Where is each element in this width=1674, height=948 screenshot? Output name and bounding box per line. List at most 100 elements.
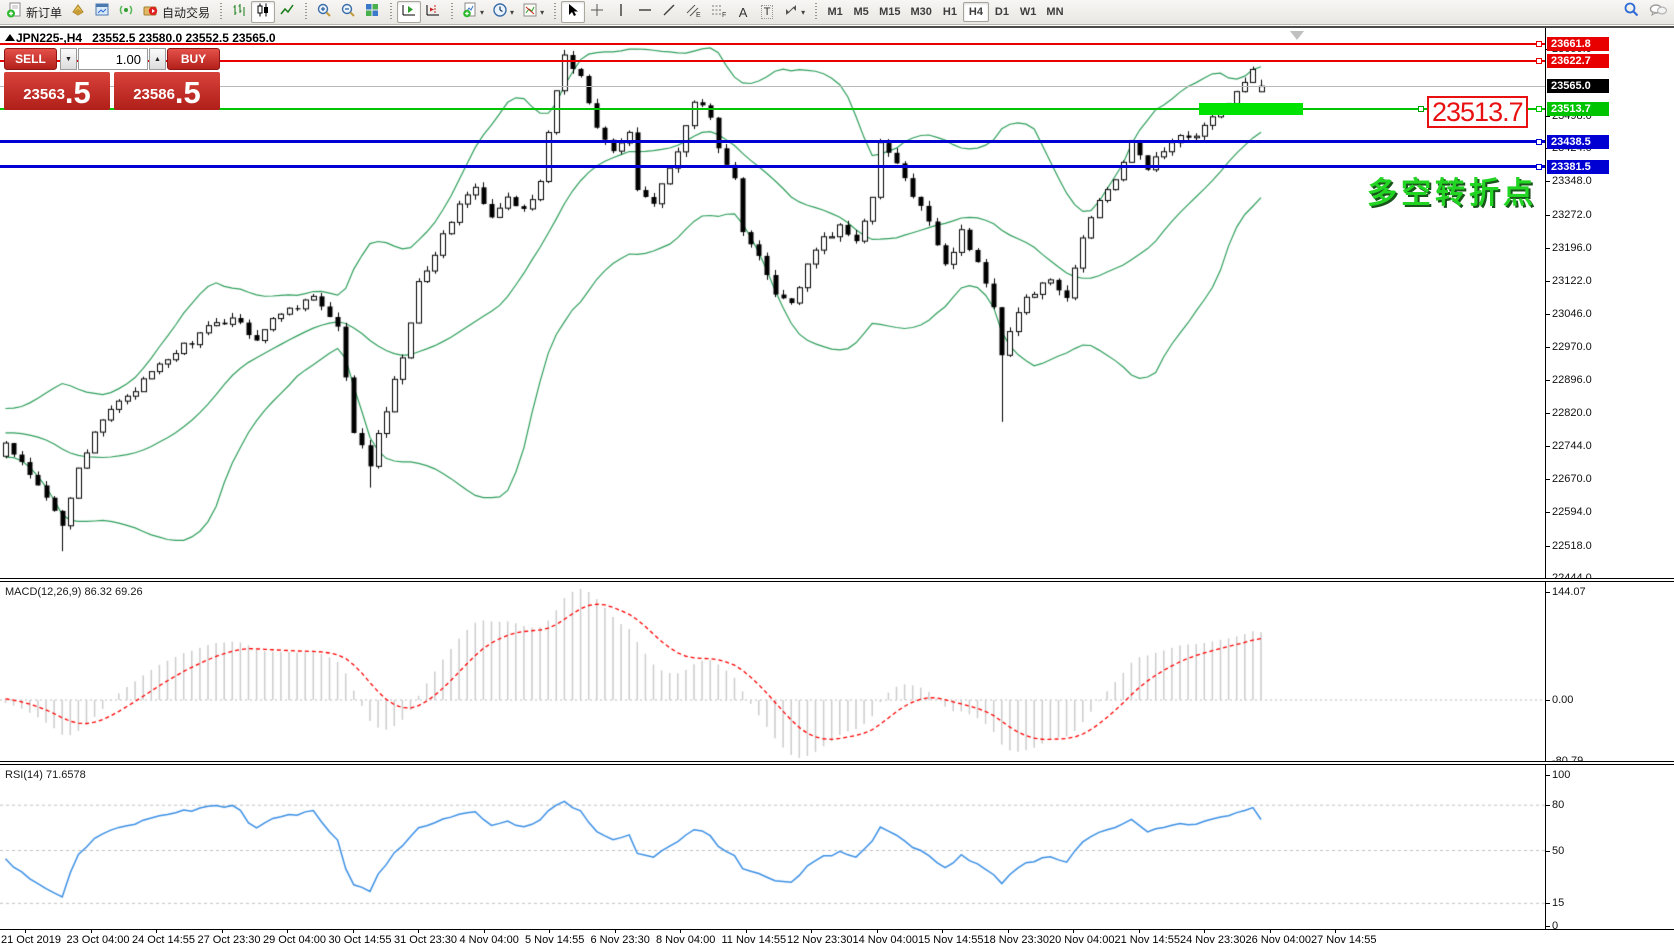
chart-shift-button[interactable]	[421, 1, 445, 23]
price-tick-mark	[1545, 478, 1550, 480]
macd-tick-label: 144.07	[1552, 586, 1586, 598]
auto-trading-label: 自动交易	[162, 5, 211, 20]
line-anchor-handle[interactable]	[1536, 57, 1542, 64]
auto-scroll-button[interactable]	[397, 1, 422, 23]
new-order-button[interactable]: 新订单	[2, 1, 66, 23]
price-tick-mark	[1545, 413, 1550, 415]
price-tick-label: 22744.0	[1552, 440, 1592, 453]
horizontal-line-button[interactable]	[633, 1, 657, 23]
candlestick-button[interactable]	[251, 1, 276, 23]
time-axis-tick	[1007, 929, 1009, 933]
timeframe-d1-button[interactable]: D1	[994, 6, 1009, 18]
panel-collapse-icon[interactable]	[5, 34, 15, 41]
horizontal-line-23565[interactable]	[0, 85, 1545, 87]
timeframe-h1-button[interactable]: H1	[942, 6, 957, 18]
rsi-tick-label: 50	[1552, 844, 1565, 857]
sell-button[interactable]: SELL	[4, 48, 57, 70]
channel-button[interactable]: E	[681, 1, 706, 23]
rsi-pane-divider[interactable]	[0, 761, 1674, 765]
buy-button[interactable]: BUY	[167, 48, 220, 70]
auto-trading-button[interactable]: 自动交易	[138, 1, 214, 23]
text-button[interactable]: A	[731, 1, 755, 23]
price-tick-label: 22820.0	[1552, 407, 1592, 420]
vertical-line-button[interactable]	[609, 1, 633, 23]
price-callout-label[interactable]: 23513.7	[1427, 96, 1528, 128]
trendline-button[interactable]	[657, 1, 681, 23]
highlight-band[interactable]	[1199, 102, 1303, 115]
add-indicator-icon	[462, 2, 478, 23]
price-badge-23565.0: 23565.0	[1547, 79, 1609, 94]
timeframe-m1-button[interactable]: M1	[827, 6, 843, 18]
horizontal-line-23622.7[interactable]	[0, 59, 1545, 62]
timeframe-w1-button[interactable]: W1	[1019, 6, 1037, 18]
chart-shift-marker[interactable]	[1290, 31, 1304, 40]
price-tick-mark	[1545, 115, 1550, 117]
line-anchor-handle[interactable]	[1536, 163, 1542, 170]
crosshair-button[interactable]	[585, 1, 609, 23]
time-axis-label: 24 Oct 14:55	[132, 934, 195, 946]
period-clock-button[interactable]: ▾	[488, 1, 518, 23]
main-toolbar: 新订单 自动交易	[0, 0, 1674, 25]
price-tick-label: 23272.0	[1552, 208, 1592, 221]
rsi-tick-mark	[1545, 805, 1550, 807]
sell-price-box[interactable]: 23563 .5	[4, 72, 110, 110]
pivot-annotation[interactable]: 多空转折点	[1367, 177, 1537, 210]
fibonacci-button[interactable]: F	[706, 1, 731, 23]
chart-window-button[interactable]	[90, 1, 114, 23]
time-axis-label: 30 Oct 14:55	[328, 934, 392, 946]
time-axis-label: 14 Nov 04:00	[852, 934, 918, 946]
price-tick-mark	[1545, 280, 1550, 282]
timeframe-h4-button[interactable]: H4	[962, 2, 989, 22]
zoom-in-button[interactable]	[312, 1, 336, 23]
template-button[interactable]: ▾	[518, 1, 548, 23]
arrows-button[interactable]: ▾	[779, 1, 809, 23]
rsi-indicator-canvas[interactable]	[0, 765, 1546, 929]
sell-price-main: 23563	[23, 86, 65, 103]
line-anchor-handle[interactable]	[1536, 40, 1542, 47]
volume-increase-button[interactable]: ▲	[149, 48, 166, 70]
sell-price-pips: .5	[64, 75, 91, 110]
timeframe-m5-button[interactable]: M5	[853, 6, 869, 18]
main-chart-canvas[interactable]	[0, 28, 1546, 579]
time-axis-label: 4 Nov 04:00	[459, 934, 519, 946]
line-anchor-handle[interactable]	[1536, 105, 1542, 112]
timeframe-mn-button[interactable]: MN	[1046, 6, 1064, 18]
horizontal-line-23438.5[interactable]	[0, 140, 1545, 144]
time-axis-label: 20 Nov 04:00	[1049, 934, 1115, 946]
time-axis-tick	[287, 929, 288, 933]
chat-icon	[1648, 2, 1668, 23]
volume-decrease-button[interactable]: ▼	[60, 48, 77, 70]
text-label-button[interactable]: T	[755, 1, 779, 23]
search-button[interactable]	[1619, 1, 1644, 23]
profile-button[interactable]	[66, 1, 90, 23]
horizontal-line-23381.5[interactable]	[0, 165, 1545, 169]
bar-chart-button[interactable]	[227, 1, 251, 23]
tile-windows-button[interactable]	[360, 1, 384, 23]
price-tick-label: 22670.0	[1552, 472, 1592, 485]
cursor-button[interactable]	[561, 1, 586, 23]
macd-indicator-canvas[interactable]	[0, 582, 1546, 763]
timeframe-m15-button[interactable]: M15	[879, 6, 901, 18]
price-tick-label: 22518.0	[1552, 539, 1592, 552]
line-chart-icon	[279, 2, 295, 23]
time-axis-tick	[156, 929, 157, 933]
horizontal-line-23661.8[interactable]	[0, 42, 1545, 45]
arrows-icon	[783, 2, 799, 23]
line-chart-button[interactable]	[275, 1, 299, 23]
chat-button[interactable]	[1644, 1, 1672, 23]
tile-windows-icon	[364, 2, 380, 23]
add-indicator-button[interactable]: ▾	[458, 1, 488, 23]
callout-anchor-handle[interactable]	[1418, 105, 1424, 112]
timeframe-m30-button[interactable]: M30	[910, 6, 932, 18]
buy-price-box[interactable]: 23586 .5	[114, 72, 220, 110]
rsi-tick-label: 15	[1552, 897, 1565, 910]
zoom-out-button[interactable]	[336, 1, 360, 23]
trendline-icon	[661, 2, 677, 23]
price-tick-mark	[1545, 214, 1550, 216]
macd-pane-divider[interactable]	[0, 578, 1674, 582]
volume-input[interactable]	[78, 48, 148, 70]
line-anchor-handle[interactable]	[1536, 138, 1542, 145]
horizontal-line-23513.7[interactable]	[0, 107, 1545, 110]
signal-button[interactable]	[114, 1, 138, 23]
